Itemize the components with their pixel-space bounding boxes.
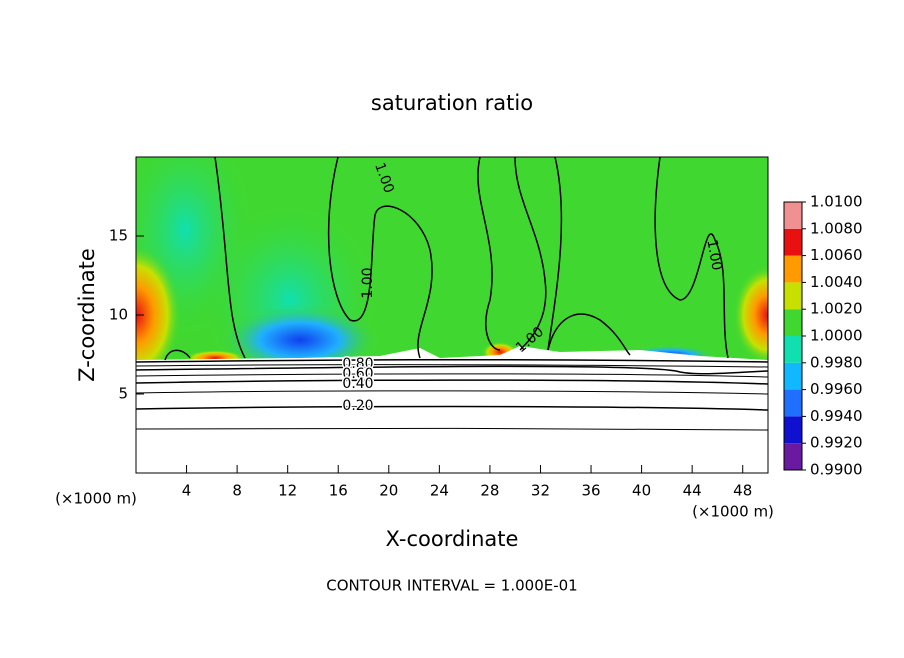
colorbar-label: 0.9920 xyxy=(810,434,863,452)
x-unit: (×1000 m) xyxy=(55,490,137,508)
x-tick-label: 32 xyxy=(531,482,550,500)
colorbar-label: 1.0000 xyxy=(810,327,863,345)
x-tick-label: 4 xyxy=(182,482,192,500)
colorbar-band xyxy=(784,228,802,256)
contour-label: 0.60 xyxy=(342,366,373,382)
colorbar-band xyxy=(784,255,802,283)
contour-label: 0.20 xyxy=(342,398,373,414)
colorbar-label: 0.9960 xyxy=(810,380,863,398)
y-tick-label: 10 xyxy=(109,306,128,324)
colorbar-band xyxy=(784,336,802,363)
x-tick-label: 20 xyxy=(379,482,398,500)
x-tick-label: 44 xyxy=(683,482,702,500)
x-tick-label: 24 xyxy=(430,482,449,500)
x-tick-label: 48 xyxy=(733,482,752,500)
colorbar-label: 1.0020 xyxy=(810,300,863,318)
colorbar-band xyxy=(784,202,802,229)
contour-label: 0.40 xyxy=(342,376,373,392)
colorbar-label: 1.0080 xyxy=(810,219,863,237)
footer: CONTOUR INTERVAL = 1.000E-01 xyxy=(326,577,577,595)
chart-title: saturation ratio xyxy=(371,91,533,115)
field xyxy=(136,157,768,473)
x-tick-label: 28 xyxy=(480,482,499,500)
x-tick-label: 40 xyxy=(632,482,651,500)
colorbar-label: 1.0060 xyxy=(810,246,863,264)
y-axis-label: Z-coordinate xyxy=(75,248,99,382)
x-axis-label: X-coordinate xyxy=(386,527,519,551)
colorbar-band xyxy=(784,443,802,470)
x-tick-label: 36 xyxy=(581,482,600,500)
colorbar-label: 0.9980 xyxy=(810,353,863,371)
colorbar-band xyxy=(784,416,802,444)
x-tick-label: 12 xyxy=(278,482,297,500)
colorbar-band xyxy=(784,389,802,417)
colorbar-label: 0.9940 xyxy=(810,407,863,425)
x-unit: (×1000 m) xyxy=(692,503,774,521)
colorbar-label: 1.0100 xyxy=(810,193,863,211)
contour-label: 0.80 xyxy=(342,356,373,372)
colorbar-band xyxy=(784,282,802,310)
contour-label: 1.00 xyxy=(360,267,376,298)
colorbar-band xyxy=(784,309,802,336)
colorbar-label: 0.9900 xyxy=(810,461,863,479)
contour-label: 1.00 xyxy=(703,238,724,271)
colorbar-band xyxy=(784,362,802,390)
colorbar-label: 1.0040 xyxy=(810,273,863,291)
y-tick-label: 15 xyxy=(109,227,128,245)
x-tick-label: 8 xyxy=(232,482,242,500)
x-tick-label: 16 xyxy=(329,482,348,500)
y-tick-label: 5 xyxy=(118,385,128,403)
